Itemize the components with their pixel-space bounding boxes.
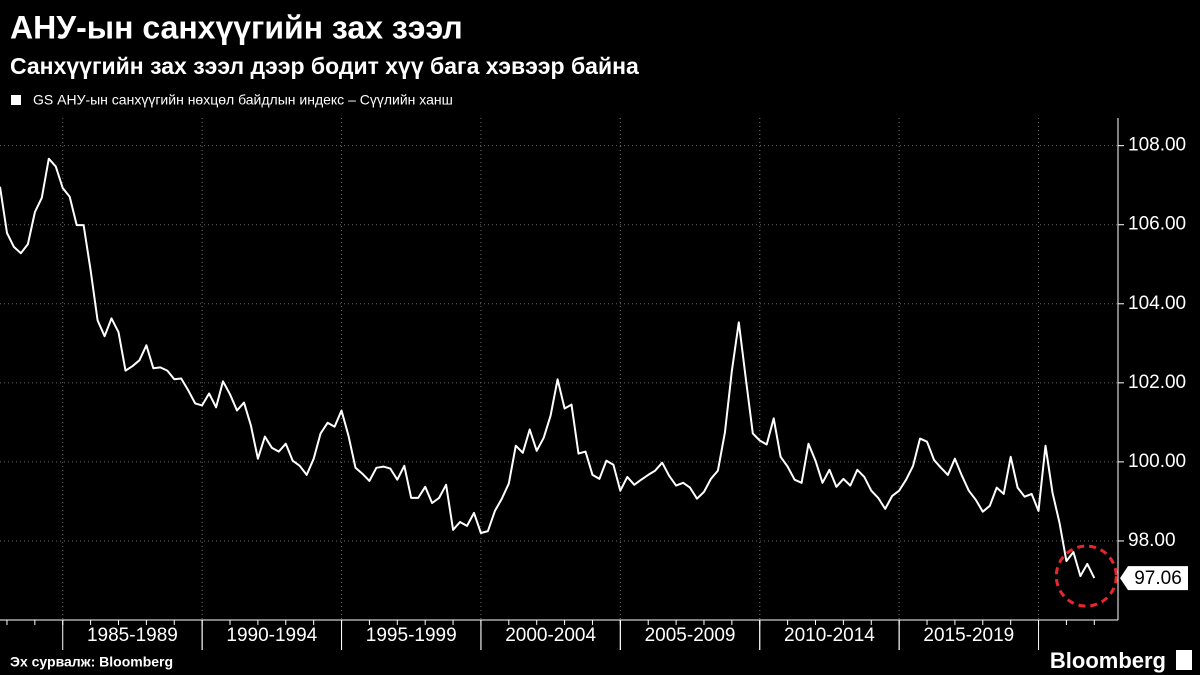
source: Эх сурвалж: Bloomberg — [10, 654, 173, 670]
chart-title: АНУ-ын санхүүгийн зах зээл — [10, 9, 463, 45]
highlight-circle — [1054, 544, 1118, 608]
brand-icon — [1176, 650, 1192, 670]
y-tick-label: 102.00 — [1128, 372, 1186, 393]
x-tick-label: 2000-2004 — [505, 625, 596, 646]
x-tick-label: 2005-2009 — [645, 625, 736, 646]
chart-subtitle: Санхүүгийн зах зээл дээр бодит хүү бага … — [10, 53, 639, 79]
x-tick-label: 2010-2014 — [784, 625, 875, 646]
y-tick-label: 104.00 — [1128, 293, 1186, 314]
brand-logo: Bloomberg — [1050, 648, 1166, 673]
y-tick-label: 98.00 — [1128, 530, 1176, 551]
series-line — [0, 157, 1096, 579]
last-value-box — [1120, 566, 1188, 591]
y-tick-label: 100.00 — [1128, 451, 1186, 472]
legend-swatch — [11, 95, 21, 105]
y-tick-label: 108.00 — [1128, 135, 1186, 156]
y-tick-label: 106.00 — [1128, 214, 1186, 235]
x-tick-label: 1995-1999 — [366, 625, 457, 646]
x-tick-label: 1990-1994 — [226, 625, 317, 646]
x-tick-label: 2015-2019 — [923, 625, 1014, 646]
last-value-label: 97.06 — [1134, 568, 1182, 589]
legend-label: GS АНУ-ын санхүүгийн нөхцөл байдлын инде… — [33, 92, 453, 108]
x-tick-label: 1985-1989 — [87, 625, 178, 646]
